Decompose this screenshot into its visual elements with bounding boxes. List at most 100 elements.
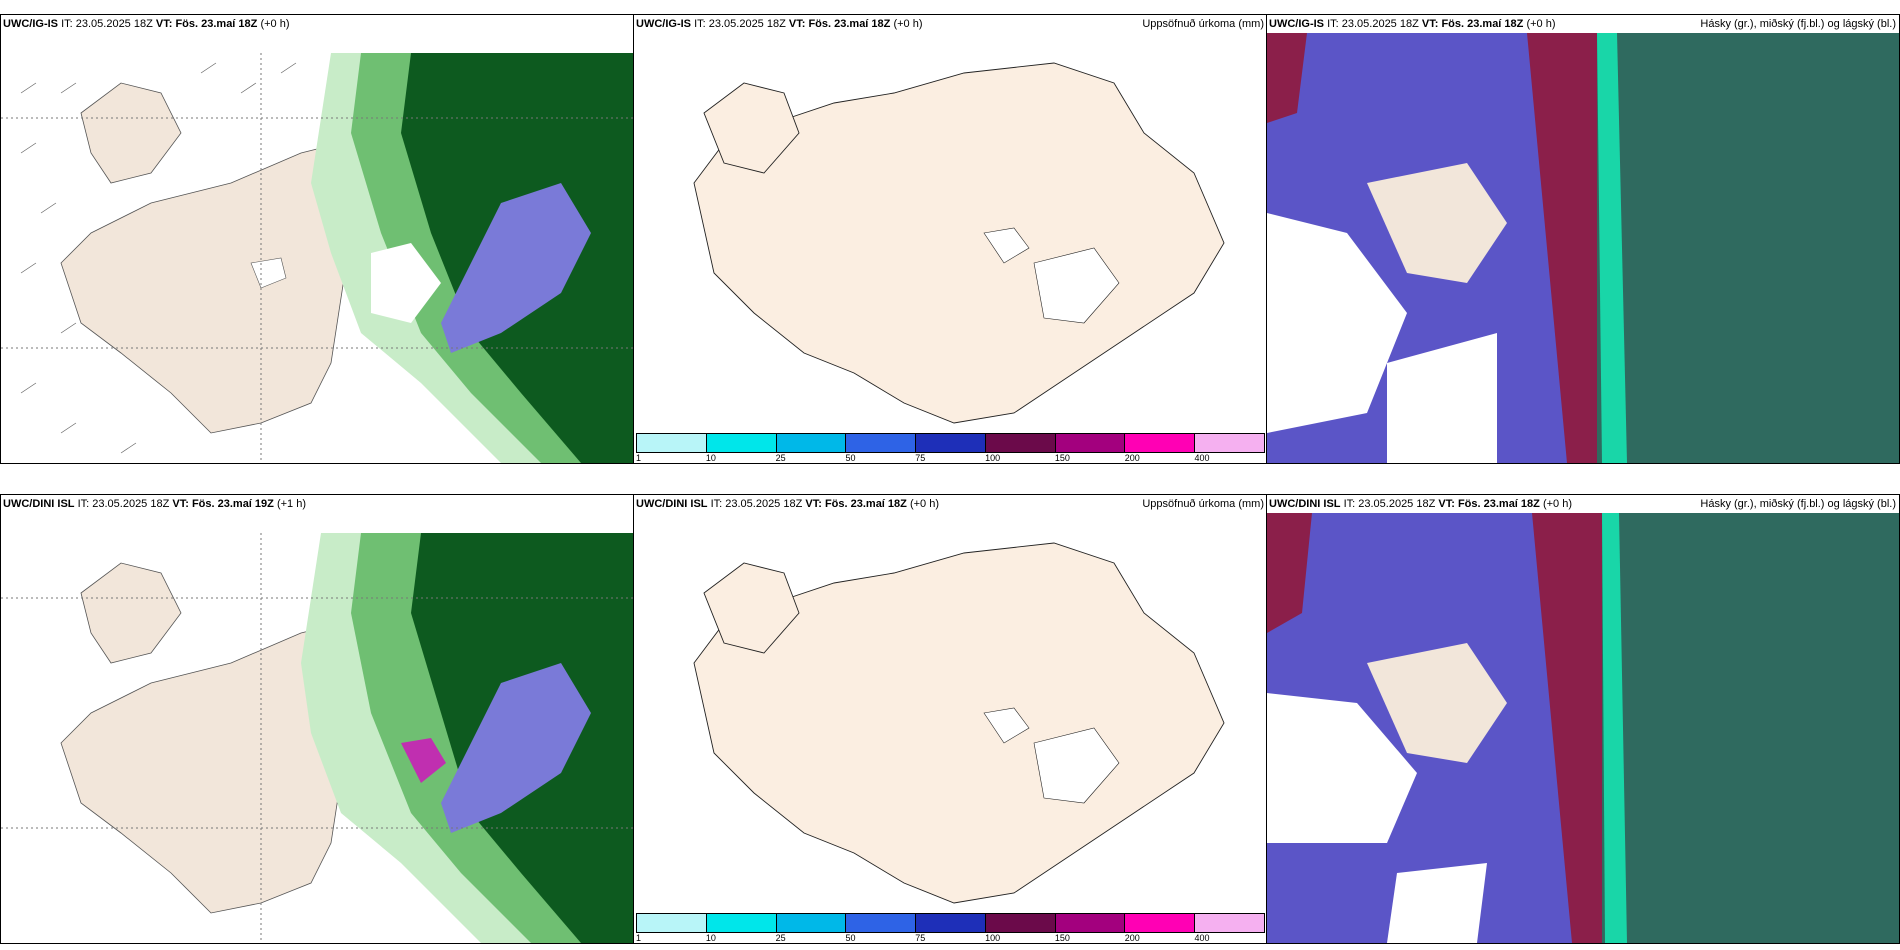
colorbar-swatch [637,434,707,452]
valid-time: Fös. 23.maí 18Z [1441,18,1524,30]
colorbar-swatches [636,913,1265,933]
vt-label: VT: [172,498,189,510]
panel-header: UWC/DINI ISL IT: 23.05.2025 18Z VT: Fös.… [1,495,634,513]
colorbar-swatch [1195,434,1265,452]
colorbar-swatch [846,434,917,452]
it-label: IT: [1327,18,1339,30]
colorbar-swatch [1055,434,1126,452]
valid-time: Fös. 23.maí 18Z [824,498,907,510]
panel-header: UWC/IG-IS IT: 23.05.2025 18Z VT: Fös. 23… [634,15,1267,33]
vt-label: VT: [1421,18,1439,30]
accum-precip-map [634,513,1267,907]
colorbar-swatch [1055,914,1126,932]
panel-title: Hásky (gr.), miðský (fj.bl.) og lágský (… [1700,18,1896,30]
panel-header: UWC/DINI ISL IT: 23.05.2025 18Z VT: Fös.… [1267,495,1899,513]
panel-title: Hásky (gr.), miðský (fj.bl.) og lágský (… [1700,498,1896,510]
colorbar-labels: 1 10 25 50 75 100 150 200 400 [636,453,1265,463]
precip-colorbar: 1 10 25 50 75 100 150 200 400 [636,433,1265,463]
init-time: 23.05.2025 18Z [708,18,786,30]
colorbar-label: 1 [636,933,642,943]
it-label: IT: [710,498,723,510]
colorbar-label: 100 [985,453,1001,463]
valid-time: Fös. 23.maí 18Z [808,18,891,30]
precip-wind-map [1,513,634,943]
colorbar-label: 150 [1054,933,1070,943]
valid-time: Fös. 23.maí 19Z [191,498,274,510]
valid-time: Fös. 23.maí 18Z [1457,498,1540,510]
valid-time: Fös. 23.maí 18Z [175,18,258,30]
colorbar-swatch [1125,434,1196,452]
model-name: UWC/IG-IS [636,18,691,30]
panel-title: Uppsöfnuð úrkoma (mm) [1142,18,1264,30]
colorbar-label: 10 [705,453,716,463]
colorbar-swatch [1195,914,1265,932]
colorbar-label: 100 [985,933,1001,943]
cloud-cover-map [1267,513,1899,943]
colorbar-label: 50 [845,933,856,943]
precip-colorbar: 1 10 25 50 75 100 150 200 400 [636,913,1265,943]
init-time: 23.05.2025 18Z [92,498,170,510]
colorbar-swatch [706,914,777,932]
it-label: IT: [61,18,73,30]
precip-wind-panel-bottom: UWC/DINI ISL IT: 23.05.2025 18Z VT: Fös.… [0,494,635,944]
model-name: UWC/IG-IS [1269,18,1324,30]
colorbar-label: 200 [1124,453,1140,463]
lead-time: (+0 h) [260,18,290,30]
precip-wind-panel-top: UWC/IG-IS IT: 23.05.2025 18Z VT: Fös. 23… [0,14,635,464]
lead-time: (+1 h) [276,498,306,510]
init-time: 23.05.2025 18Z [1341,18,1419,30]
accum-precip-panel-top: UWC/IG-IS IT: 23.05.2025 18Z VT: Fös. 23… [633,14,1268,464]
colorbar-swatches [636,433,1265,453]
colorbar-labels: 1 10 25 50 75 100 150 200 400 [636,933,1265,943]
colorbar-swatch [776,434,847,452]
cloud-cover-map [1267,33,1899,463]
panel-header: UWC/IG-IS IT: 23.05.2025 18Z VT: Fös. 23… [1,15,634,33]
vt-label: VT: [155,18,173,30]
model-name: UWC/DINI ISL [1269,498,1341,510]
colorbar-swatch [846,914,917,932]
it-label: IT: [1343,498,1356,510]
panel-title: Uppsöfnuð úrkoma (mm) [1142,498,1264,510]
colorbar-swatch [1125,914,1196,932]
colorbar-label: 400 [1194,453,1210,463]
lead-time: (+0 h) [909,498,939,510]
init-time: 23.05.2025 18Z [725,498,803,510]
accum-precip-map [634,33,1267,427]
lead-time: (+0 h) [893,18,923,30]
colorbar-label: 1 [636,453,642,463]
cloud-cover-panel-top: UWC/IG-IS IT: 23.05.2025 18Z VT: Fös. 23… [1266,14,1900,464]
colorbar-label: 25 [775,933,786,943]
model-name: UWC/DINI ISL [3,498,75,510]
colorbar-swatch [985,434,1056,452]
colorbar-swatch [776,914,847,932]
colorbar-label: 75 [915,453,926,463]
colorbar-label: 50 [845,453,856,463]
colorbar-swatch [985,914,1056,932]
colorbar-swatch [916,914,986,932]
model-name: UWC/DINI ISL [636,498,708,510]
cloud-cover-panel-bottom: UWC/DINI ISL IT: 23.05.2025 18Z VT: Fös.… [1266,494,1900,944]
colorbar-label: 10 [705,933,716,943]
vt-label: VT: [805,498,822,510]
colorbar-label: 150 [1054,453,1070,463]
lead-time: (+0 h) [1542,498,1572,510]
model-name: UWC/IG-IS [3,18,58,30]
colorbar-label: 400 [1194,933,1210,943]
it-label: IT: [77,498,90,510]
colorbar-swatch [916,434,986,452]
panel-header: UWC/DINI ISL IT: 23.05.2025 18Z VT: Fös.… [634,495,1267,513]
init-time: 23.05.2025 18Z [75,18,153,30]
colorbar-swatch [706,434,777,452]
precip-wind-map [1,33,634,463]
colorbar-label: 75 [915,933,926,943]
init-time: 23.05.2025 18Z [1358,498,1436,510]
colorbar-label: 200 [1124,933,1140,943]
it-label: IT: [694,18,706,30]
vt-label: VT: [1438,498,1455,510]
accum-precip-panel-bottom: UWC/DINI ISL IT: 23.05.2025 18Z VT: Fös.… [633,494,1268,944]
colorbar-swatch [637,914,707,932]
lead-time: (+0 h) [1526,18,1556,30]
colorbar-label: 25 [775,453,786,463]
vt-label: VT: [788,18,806,30]
panel-header: UWC/IG-IS IT: 23.05.2025 18Z VT: Fös. 23… [1267,15,1899,33]
